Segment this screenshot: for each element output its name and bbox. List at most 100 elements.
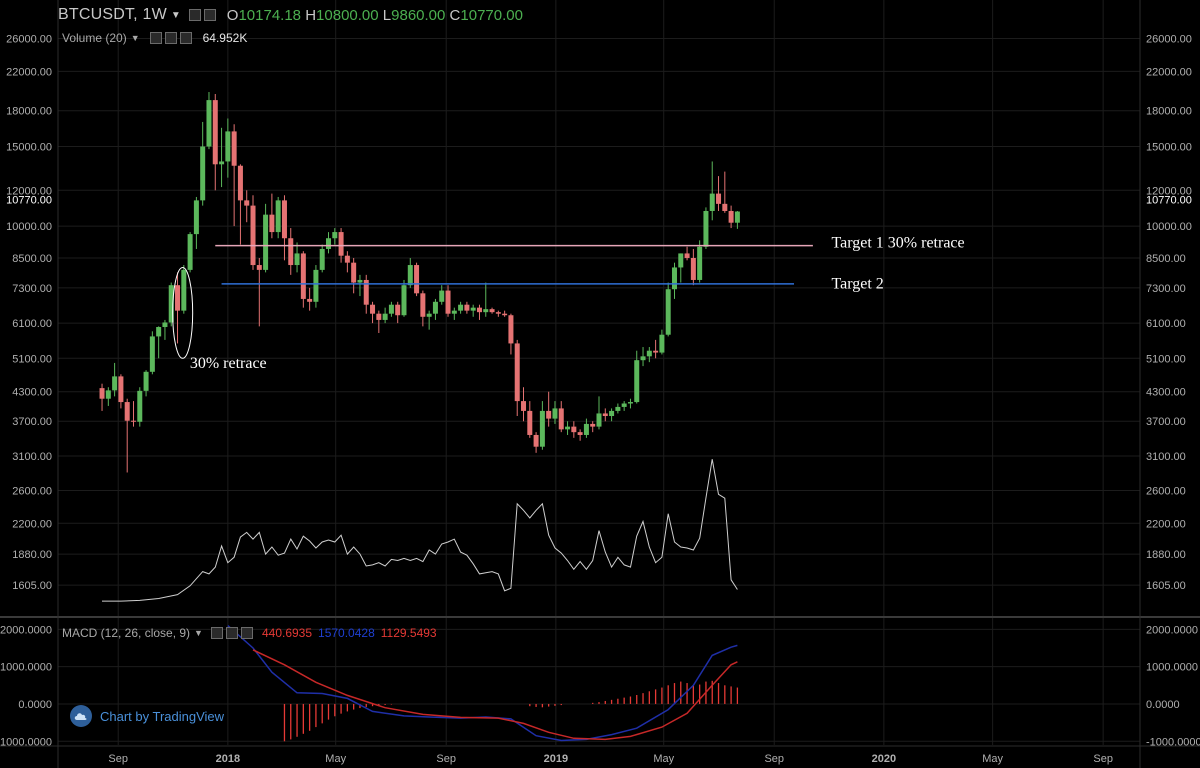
volume-hide-icon[interactable] bbox=[149, 32, 162, 44]
candle-body bbox=[709, 193, 715, 211]
close-value: 10770.00 bbox=[460, 6, 523, 24]
candle bbox=[156, 326, 162, 359]
volume-caret-down-icon[interactable]: ▼ bbox=[130, 33, 140, 43]
caret-down-icon[interactable]: ▼ bbox=[170, 9, 181, 21]
candle bbox=[684, 246, 690, 261]
macd-tick-label-left: 0.0000 bbox=[18, 699, 52, 711]
candle-body bbox=[313, 269, 319, 302]
candle-body bbox=[244, 200, 250, 206]
candle-body bbox=[671, 267, 677, 290]
candle bbox=[470, 304, 476, 317]
last-price-label-left: 10770.00 bbox=[6, 195, 52, 207]
main-legend: BTCUSDT, 1W ▼ O10174.18 H10800.00 L9860.… bbox=[58, 6, 523, 24]
macd-hide-icon[interactable] bbox=[210, 627, 223, 639]
candle-body bbox=[219, 161, 225, 165]
candle bbox=[231, 124, 237, 227]
candle-body bbox=[212, 100, 218, 165]
symbol-label[interactable]: BTCUSDT, 1W bbox=[58, 6, 167, 23]
volume-close-icon[interactable] bbox=[179, 32, 192, 44]
price-tick-label-right: 3100.00 bbox=[1146, 451, 1186, 463]
time-tick-label: May bbox=[982, 753, 1003, 765]
candle-body bbox=[521, 401, 527, 411]
retrace-ellipse bbox=[172, 266, 194, 359]
tradingview-cloud-icon bbox=[70, 705, 92, 727]
candle bbox=[175, 272, 181, 344]
macd-settings-icon[interactable] bbox=[225, 627, 238, 639]
candle bbox=[665, 282, 671, 337]
annotation-text: 30% retrace bbox=[190, 355, 267, 372]
time-axis[interactable]: Sep 2018 May Sep 2019 May Sep 2020 May Sep bbox=[108, 753, 1113, 765]
candle-body bbox=[470, 307, 476, 311]
candle-body bbox=[703, 210, 709, 247]
price-axis-right[interactable]: 26000.00 22000.00 18000.00 15000.00 12000.00… bbox=[1146, 34, 1192, 593]
candle-body bbox=[684, 253, 690, 258]
candlestick-series bbox=[99, 92, 740, 473]
candle bbox=[445, 285, 451, 317]
candle bbox=[659, 329, 665, 355]
candle-body bbox=[596, 413, 602, 427]
candle-body bbox=[697, 246, 703, 280]
candle bbox=[149, 331, 155, 375]
candle bbox=[143, 370, 149, 397]
price-tick-label-right: 1880.00 bbox=[1146, 549, 1186, 561]
tradingview-branding[interactable]: Chart by TradingView bbox=[70, 705, 224, 727]
volume-line bbox=[102, 459, 738, 602]
candle-body bbox=[565, 426, 571, 430]
price-tick-label-left: 4300.00 bbox=[12, 387, 52, 399]
candle bbox=[728, 205, 734, 229]
candle-body bbox=[99, 388, 105, 399]
candle-body bbox=[590, 423, 596, 427]
macd-close-icon[interactable] bbox=[240, 627, 253, 639]
candle-body bbox=[634, 360, 640, 403]
time-tick-label: Sep bbox=[436, 753, 456, 765]
candle-body bbox=[300, 253, 306, 299]
annotation-text: Target 1 30% retrace bbox=[831, 234, 964, 251]
candle-body bbox=[665, 289, 671, 335]
candle-body bbox=[357, 279, 363, 283]
price-tick-label-right: 2600.00 bbox=[1146, 485, 1186, 497]
candle bbox=[99, 383, 105, 411]
candle bbox=[395, 301, 401, 324]
candle bbox=[558, 401, 564, 433]
series-settings-icon[interactable] bbox=[203, 9, 216, 21]
volume-series bbox=[102, 459, 738, 602]
candle-body bbox=[571, 426, 577, 433]
candle-body bbox=[231, 131, 237, 166]
price-tick-label-left: 6100.00 bbox=[12, 318, 52, 330]
volume-settings-icon[interactable] bbox=[164, 32, 177, 44]
candle bbox=[294, 242, 300, 273]
candle bbox=[590, 421, 596, 433]
candle bbox=[181, 265, 187, 314]
candle-body bbox=[175, 285, 181, 311]
candle-body bbox=[130, 420, 136, 422]
candle-body bbox=[502, 313, 508, 316]
candle-body bbox=[193, 200, 199, 235]
candle bbox=[351, 257, 357, 294]
candle bbox=[458, 301, 464, 314]
candle bbox=[112, 362, 118, 397]
candle bbox=[716, 176, 722, 211]
price-tick-label-left: 8500.00 bbox=[12, 253, 52, 265]
volume-label[interactable]: Volume (20) bbox=[62, 31, 127, 45]
price-tick-label-right: 18000.00 bbox=[1146, 106, 1192, 118]
candle bbox=[256, 257, 262, 327]
candle-body bbox=[734, 211, 740, 223]
candle-body bbox=[583, 423, 589, 435]
candle-body bbox=[382, 313, 388, 320]
ohlc-values: O10174.18 H10800.00 L9860.00 C10770.00 bbox=[227, 7, 523, 24]
price-tick-label-left: 7300.00 bbox=[12, 283, 52, 295]
candle-body bbox=[143, 371, 149, 391]
candle bbox=[420, 290, 426, 327]
candle-body bbox=[602, 413, 608, 417]
candle bbox=[451, 307, 457, 320]
macd-caret-down-icon[interactable]: ▼ bbox=[194, 628, 203, 638]
candle bbox=[105, 387, 111, 406]
hide-series-icon[interactable] bbox=[188, 9, 201, 21]
candle-body bbox=[181, 269, 187, 311]
candle-body bbox=[149, 336, 155, 372]
candle-body bbox=[514, 343, 520, 402]
macd-label[interactable]: MACD (12, 26, close, 9) bbox=[62, 626, 191, 640]
candle bbox=[552, 401, 558, 424]
candle-body bbox=[653, 350, 659, 353]
